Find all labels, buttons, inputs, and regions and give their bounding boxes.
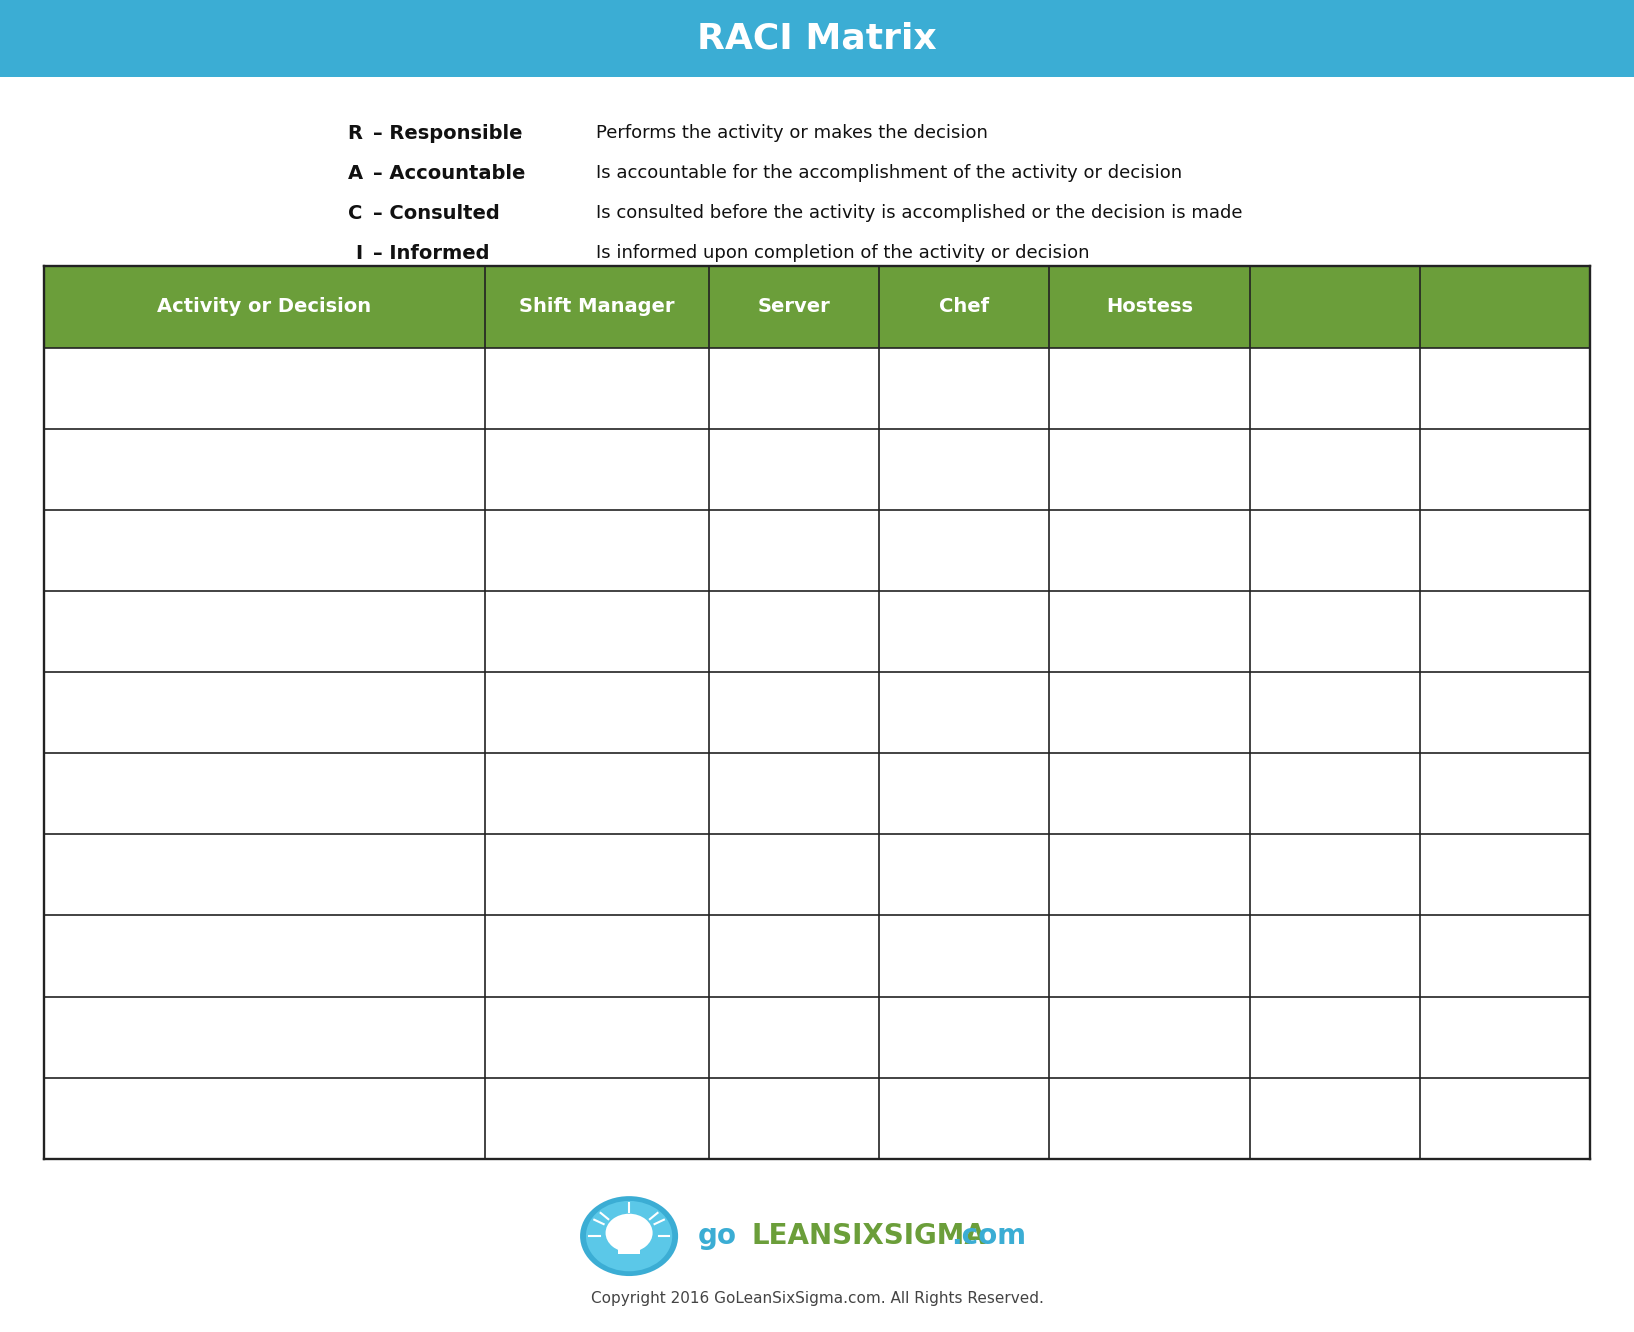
Text: – Consulted: – Consulted: [373, 204, 500, 222]
Text: Copyright 2016 GoLeanSixSigma.com. All Rights Reserved.: Copyright 2016 GoLeanSixSigma.com. All R…: [590, 1291, 1044, 1307]
Text: Shift Manager: Shift Manager: [520, 297, 675, 317]
Bar: [44, 266, 1590, 348]
Text: Is accountable for the accomplishment of the activity or decision: Is accountable for the accomplishment of…: [596, 164, 1183, 182]
Text: Performs the activity or makes the decision: Performs the activity or makes the decis…: [596, 124, 989, 143]
Circle shape: [580, 1196, 678, 1276]
Bar: [618, 1241, 641, 1255]
Text: – Informed: – Informed: [373, 244, 489, 262]
Text: – Responsible: – Responsible: [373, 124, 521, 143]
Text: go: go: [698, 1221, 737, 1251]
Text: Activity or Decision: Activity or Decision: [157, 297, 371, 317]
Text: Hostess: Hostess: [1106, 297, 1193, 317]
Text: I: I: [356, 244, 363, 262]
Text: C: C: [348, 204, 363, 222]
Bar: [44, 348, 1590, 1159]
Circle shape: [606, 1213, 652, 1252]
Text: LEANSIXSIGMA: LEANSIXSIGMA: [752, 1221, 987, 1251]
Text: R: R: [348, 124, 363, 143]
Text: RACI Matrix: RACI Matrix: [698, 21, 936, 56]
Text: Chef: Chef: [940, 297, 989, 317]
Text: Is consulted before the activity is accomplished or the decision is made: Is consulted before the activity is acco…: [596, 204, 1243, 222]
Text: A: A: [348, 164, 363, 182]
Text: Server: Server: [758, 297, 830, 317]
Circle shape: [587, 1201, 672, 1271]
Text: – Accountable: – Accountable: [373, 164, 525, 182]
Text: Is informed upon completion of the activity or decision: Is informed upon completion of the activ…: [596, 244, 1090, 262]
Text: .com: .com: [951, 1221, 1026, 1251]
Bar: [0, 0, 1634, 77]
